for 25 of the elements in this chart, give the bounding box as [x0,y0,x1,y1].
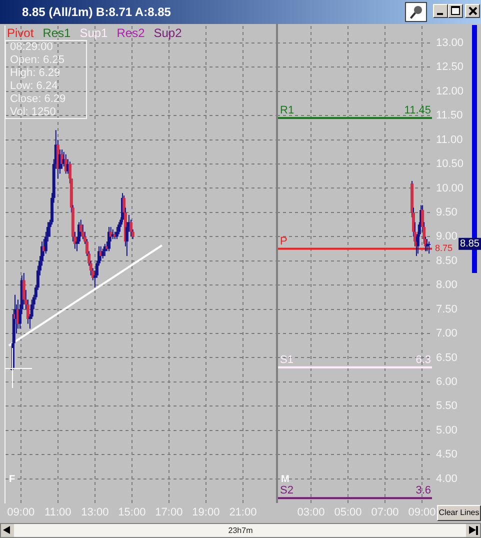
data-label: 8.75 [435,243,453,254]
scrollbar: 23h7m [0,523,481,538]
button: Clear Lines [437,505,481,521]
text: Res1 [42,26,71,40]
candlestick [428,241,431,254]
text: Pivot [7,26,34,40]
annotation: S1 [280,354,294,366]
candlestick [117,222,120,235]
chart-title: 8.85 (All/1m) B:8.71 A:8.85 [22,5,171,19]
annotation: F [9,474,16,485]
annotation: S2 [280,484,294,497]
legend-label: Res2 [116,26,145,40]
text: Sup2 [154,26,182,40]
annotation: 08:29:00 [10,41,53,54]
annotation: M [281,474,290,485]
annotation: P [280,235,288,248]
data-label: 11.45 [404,104,431,117]
candlestick [107,226,110,252]
candlestick [426,238,429,252]
data-label: 6.3 [416,354,431,366]
text: 8.85 [460,238,480,250]
candlestick [101,248,104,259]
data-label: 3.6 [416,484,431,497]
annotation: R1 [280,104,294,117]
candlestick [130,219,133,238]
